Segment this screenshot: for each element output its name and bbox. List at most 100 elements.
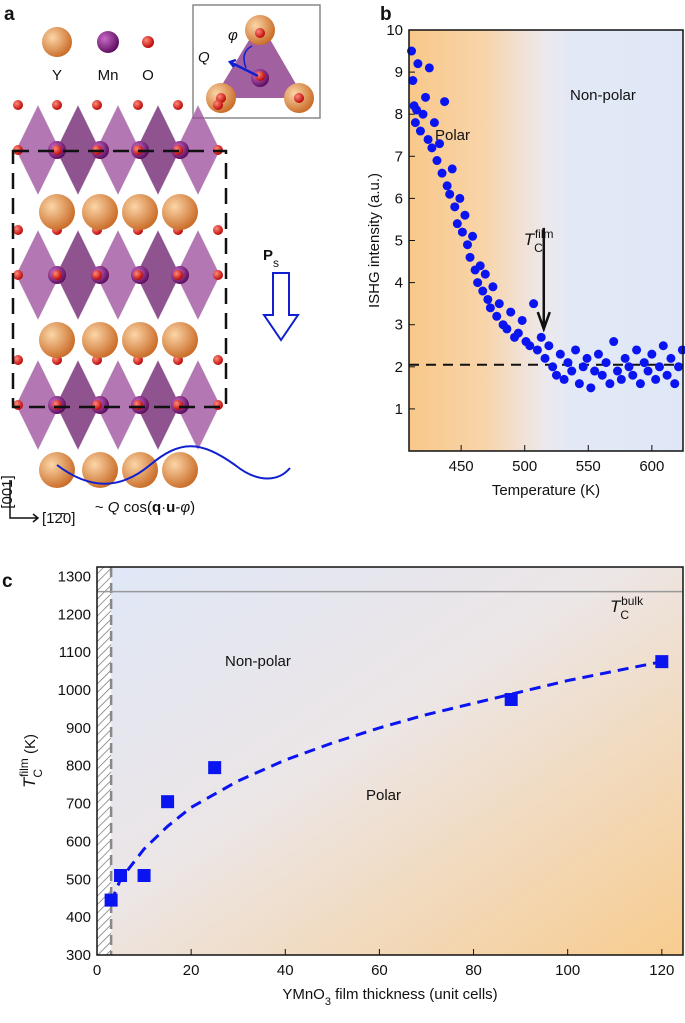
y-axis-label: TCfilm (K) — [17, 734, 45, 788]
data-point — [208, 761, 222, 775]
octahedron — [15, 229, 61, 321]
formula-part: - — [175, 499, 180, 516]
octahedron — [175, 229, 221, 321]
atom — [162, 452, 198, 488]
data-point — [492, 311, 502, 321]
data-point — [624, 362, 634, 372]
x-axis-label: Temperature (K) — [492, 482, 600, 499]
data-point — [593, 349, 603, 359]
atom — [92, 100, 102, 110]
formula: ~ Q cos(q·u-φ) — [95, 499, 195, 516]
y-tick-label: 500 — [66, 871, 91, 888]
polarization-label: Ps — [263, 247, 279, 270]
atom — [82, 322, 118, 358]
data-point — [408, 76, 418, 86]
atom — [213, 270, 223, 280]
data-point — [643, 366, 653, 376]
bulk-label: TCbulk — [610, 594, 644, 622]
atom — [52, 270, 62, 280]
inset-text: Q — [198, 49, 210, 66]
y-tick-label: 4 — [395, 275, 403, 292]
data-point — [114, 869, 128, 883]
formula-part: q — [152, 499, 161, 516]
data-point — [418, 109, 428, 119]
data-point — [578, 362, 588, 372]
y-tick-label: 2 — [395, 359, 403, 376]
octahedron — [95, 359, 141, 451]
data-point — [651, 374, 661, 384]
atom — [294, 93, 304, 103]
polarization-arrow — [262, 272, 300, 342]
data-point — [410, 118, 420, 128]
y-tick-label: 1200 — [58, 606, 91, 623]
data-point — [432, 156, 442, 166]
region-label: Non-polar — [225, 653, 291, 670]
data-point — [445, 189, 455, 199]
plot-frame — [408, 29, 684, 452]
data-point — [440, 97, 450, 107]
y-tick-label: 800 — [66, 758, 91, 775]
axes-icon — [9, 480, 40, 523]
atom — [13, 100, 23, 110]
region-label: Non-polar — [570, 87, 636, 104]
plot-background — [97, 567, 683, 955]
data-point — [582, 353, 592, 363]
atom — [13, 270, 23, 280]
data-point — [670, 379, 680, 389]
axis-text: [001] — [0, 475, 16, 508]
data-point — [513, 328, 523, 338]
data-point — [605, 379, 615, 389]
x-axis-label-part: 3 — [325, 996, 331, 1008]
formula-part: φ — [180, 499, 190, 516]
atom — [13, 225, 23, 235]
formula-part: ) — [190, 499, 195, 516]
y-tick-label: 3 — [395, 317, 403, 334]
y-tick-label: 700 — [66, 796, 91, 813]
bulk-label-part: C — [620, 608, 629, 622]
data-point — [574, 379, 584, 389]
data-point — [437, 168, 447, 178]
data-point — [517, 315, 527, 325]
data-point — [601, 358, 611, 368]
data-point — [506, 307, 516, 317]
data-point — [413, 59, 423, 69]
data-point — [478, 286, 488, 296]
data-point — [609, 337, 619, 347]
plot-frame — [96, 566, 684, 956]
atom — [255, 28, 265, 38]
data-point — [412, 105, 422, 115]
legend-text: Mn — [98, 67, 119, 84]
data-point — [457, 227, 467, 237]
octahedron — [135, 359, 181, 451]
data-point — [635, 379, 645, 389]
data-point — [460, 210, 470, 220]
atom — [213, 225, 223, 235]
data-point — [447, 164, 457, 174]
x-tick-label: 500 — [512, 458, 537, 475]
mn-atom-icon — [97, 31, 119, 53]
data-point — [544, 341, 554, 351]
data-point — [532, 345, 542, 355]
y-tick-label: 900 — [66, 720, 91, 737]
x-tick-label: 100 — [555, 962, 580, 979]
atom — [173, 100, 183, 110]
data-point — [452, 219, 462, 229]
x-tick-label: 450 — [449, 458, 474, 475]
data-point — [429, 118, 439, 128]
panel: b 450 500 550 600 1 2 3 4 5 6 7 8 9 10 Polar Non-polar TC… — [366, 4, 685, 499]
data-point — [455, 193, 465, 203]
y-tick-label: 8 — [395, 106, 403, 123]
data-point — [104, 893, 118, 907]
atom — [92, 400, 102, 410]
o-atom-icon — [142, 36, 154, 48]
unit-cell — [11, 149, 228, 409]
atom — [213, 100, 223, 110]
y-tick-label: 6 — [395, 190, 403, 207]
panel-label: a — [4, 4, 15, 25]
atom — [92, 270, 102, 280]
data-point — [415, 126, 425, 136]
y-atom-icon — [42, 27, 72, 57]
data-point — [494, 299, 504, 309]
formula-part: cos( — [119, 499, 152, 516]
